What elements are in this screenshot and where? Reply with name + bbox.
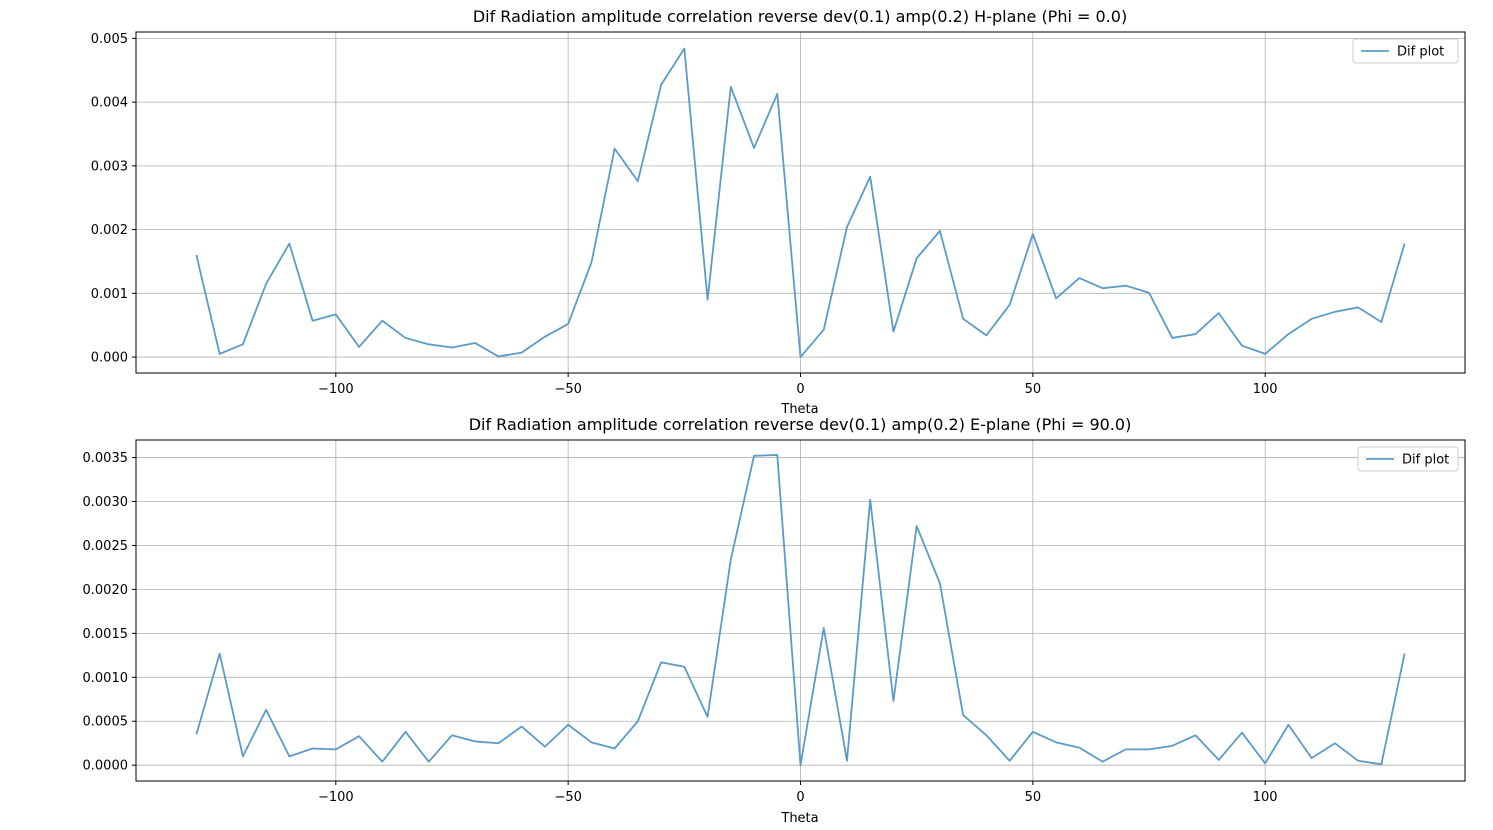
legend-label: Dif plot bbox=[1402, 453, 1449, 468]
y-tick-label: 0.001 bbox=[91, 287, 128, 302]
y-axis: 0.000 0.001 0.002 0.003 0.004 0.005 bbox=[91, 32, 136, 366]
x-axis: −100 −50 0 50 100 bbox=[318, 373, 1278, 397]
y-tick-label: 0.0030 bbox=[83, 495, 129, 510]
y-tick-label: 0.002 bbox=[91, 223, 128, 238]
x-tick-label: 100 bbox=[1253, 790, 1278, 805]
legend: Dif plot bbox=[1352, 38, 1459, 64]
y-tick-label: 0.0025 bbox=[83, 539, 129, 554]
x-axis-label: Theta bbox=[780, 811, 818, 826]
y-tick-label: 0.000 bbox=[91, 351, 128, 366]
h-plane-chart: Dif Radiation amplitude correlation reve… bbox=[91, 7, 1466, 417]
y-tick-label: 0.0015 bbox=[83, 627, 129, 642]
y-tick-label: 0.0010 bbox=[83, 671, 129, 686]
legend: Dif plot bbox=[1357, 446, 1459, 472]
grid bbox=[136, 440, 1465, 781]
x-tick-label: 50 bbox=[1025, 790, 1042, 805]
legend-label: Dif plot bbox=[1397, 45, 1444, 60]
series-line-dif-plot bbox=[195, 454, 1406, 767]
series-line-dif-plot bbox=[195, 47, 1406, 358]
x-tick-label: 0 bbox=[796, 382, 804, 397]
x-tick-label: 100 bbox=[1253, 382, 1278, 397]
y-axis: 0.0000 0.0005 0.0010 0.0015 0.0020 0.0025 0.00… bbox=[83, 451, 136, 774]
x-tick-label: 0 bbox=[796, 790, 804, 805]
y-tick-label: 0.0020 bbox=[83, 583, 129, 598]
y-tick-label: 0.0035 bbox=[83, 451, 129, 466]
y-tick-label: 0.005 bbox=[91, 32, 128, 47]
y-tick-label: 0.004 bbox=[91, 96, 128, 111]
x-tick-label: −50 bbox=[554, 382, 581, 397]
chart-title: Dif Radiation amplitude correlation reve… bbox=[473, 7, 1127, 26]
y-tick-label: 0.0005 bbox=[83, 715, 129, 730]
e-plane-chart: Dif Radiation amplitude correlation reve… bbox=[83, 415, 1466, 826]
y-tick-label: 0.003 bbox=[91, 159, 128, 174]
x-tick-label: 50 bbox=[1025, 382, 1042, 397]
grid bbox=[136, 32, 1465, 373]
x-tick-label: −50 bbox=[554, 790, 581, 805]
x-tick-label: −100 bbox=[318, 790, 354, 805]
x-axis: −100 −50 0 50 100 bbox=[318, 781, 1278, 805]
chart-title: Dif Radiation amplitude correlation reve… bbox=[469, 415, 1132, 434]
y-tick-label: 0.0000 bbox=[83, 759, 129, 774]
legend-box bbox=[1352, 38, 1459, 64]
legend-box bbox=[1357, 446, 1459, 472]
x-axis-label: Theta bbox=[780, 402, 818, 417]
x-tick-label: −100 bbox=[318, 382, 354, 397]
